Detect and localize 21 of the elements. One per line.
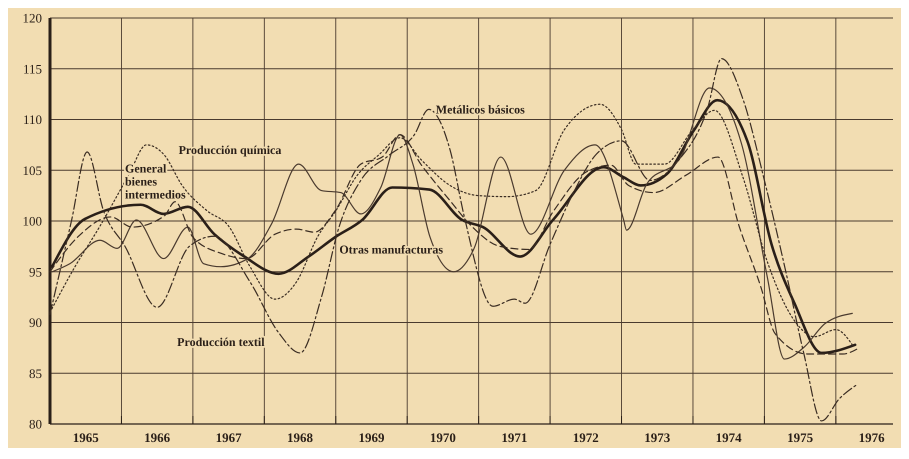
- y-tick-label: 90: [29, 315, 42, 330]
- x-tick-label: 1976: [858, 430, 886, 445]
- y-tick-label: 80: [29, 416, 42, 432]
- x-tick-label: 1968: [287, 430, 314, 445]
- x-tick-label: 1973: [644, 430, 671, 445]
- y-tick-label: 105: [22, 162, 42, 178]
- x-tick-label: 1970: [430, 430, 456, 445]
- x-tick-label: 1965: [72, 430, 100, 445]
- y-tick-label: 100: [22, 214, 42, 229]
- x-tick-label: 1974: [716, 430, 742, 445]
- y-tick-label: 120: [22, 10, 42, 26]
- y-tick-label: 85: [29, 366, 42, 381]
- x-tick-label: 1972: [572, 430, 599, 445]
- y-tick-label: 110: [22, 112, 42, 128]
- y-tick-label: 95: [29, 264, 42, 280]
- x-tick-label: 1969: [358, 430, 385, 445]
- x-tick-label: 1975: [787, 430, 814, 445]
- x-tick-label: 1971: [501, 430, 528, 445]
- x-tick-label: 1966: [144, 430, 171, 445]
- x-tick-label: 1967: [216, 430, 242, 445]
- y-tick-label: 115: [22, 61, 42, 76]
